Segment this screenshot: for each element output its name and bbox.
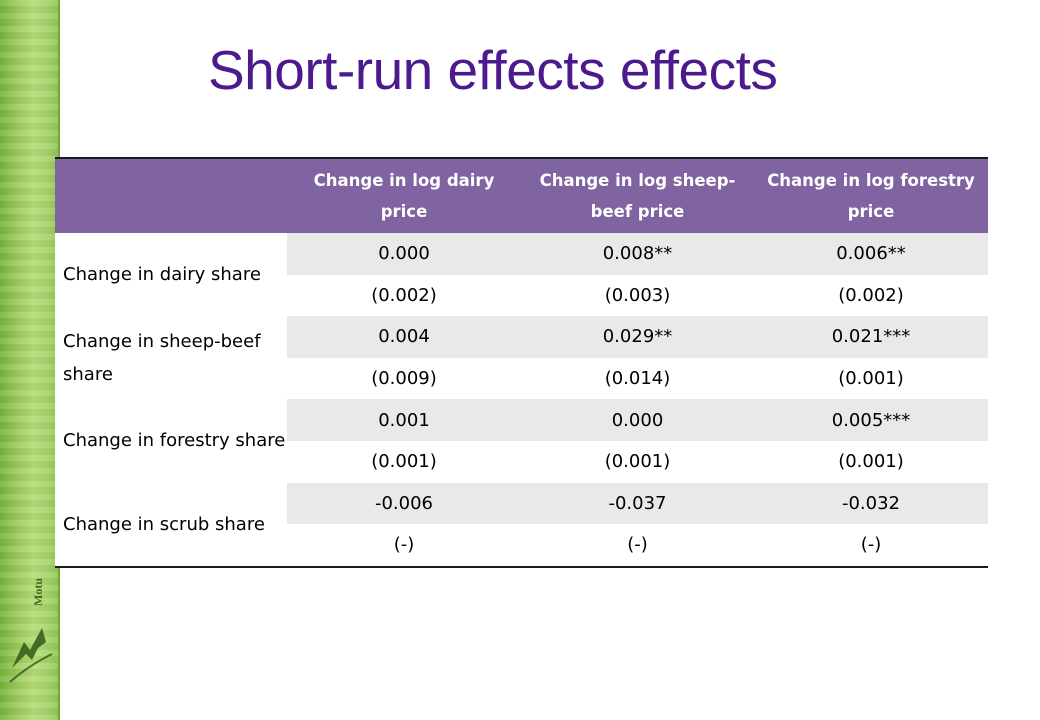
motu-logo: Motu xyxy=(9,578,53,683)
row-label-scrub-share: Change in scrub share xyxy=(55,482,287,568)
column-header-forestry-price: Change in log forestry price xyxy=(754,157,988,233)
table-cell: -0.006 xyxy=(287,482,521,525)
header-corner-cell xyxy=(55,157,287,233)
decorative-side-strip: Motu xyxy=(0,0,60,720)
slide-title: Short-run effects effects xyxy=(208,39,778,101)
table-cell: (0.002) xyxy=(754,274,988,317)
table-cell: (0.003) xyxy=(521,274,754,317)
motu-logo-mountain xyxy=(12,628,46,668)
table-cell: (0.001) xyxy=(521,440,754,483)
table-cell: (0.009) xyxy=(287,357,521,400)
table-cell: -0.037 xyxy=(521,482,754,525)
table-cell: (-) xyxy=(754,524,988,568)
table-cell: (0.001) xyxy=(754,440,988,483)
table-cell: -0.032 xyxy=(754,482,988,525)
table-row-sheep-beef-std-errors: (0.009) (0.014) (0.001) xyxy=(55,357,988,400)
column-header-dairy-price: Change in log dairy price xyxy=(287,157,521,233)
table-row-forestry-std-errors: (0.001) (0.001) (0.001) xyxy=(55,440,988,483)
row-label-dairy-share: Change in dairy share xyxy=(55,233,287,317)
motu-logo-swoosh xyxy=(9,653,53,683)
table-cell: 0.008** xyxy=(521,233,754,275)
table-cell: 0.000 xyxy=(521,399,754,441)
table-cell: 0.000 xyxy=(287,233,521,275)
table-cell: (0.014) xyxy=(521,357,754,400)
table-cell: (0.001) xyxy=(754,357,988,400)
column-header-sheep-beef-price: Change in log sheep-beef price xyxy=(521,157,754,233)
table-cell: (0.002) xyxy=(287,274,521,317)
table-cell: (-) xyxy=(521,524,754,568)
table-row-dairy-std-errors: (0.002) (0.003) (0.002) xyxy=(55,274,988,317)
row-label-forestry-share: Change in forestry share xyxy=(55,399,287,483)
table-header-row: Change in log dairy price Change in log … xyxy=(55,157,988,233)
table-row-dairy-estimates: Change in dairy share 0.000 0.008** 0.00… xyxy=(55,233,988,317)
table-row-sheep-beef-estimates: Change in sheep-beef share 0.004 0.029**… xyxy=(55,316,988,400)
table-cell: 0.029** xyxy=(521,316,754,358)
table-cell: 0.004 xyxy=(287,316,521,358)
table-row-scrub-std-errors: (-) (-) (-) xyxy=(55,524,988,568)
table-cell: 0.005*** xyxy=(754,399,988,441)
regression-results-table: Change in log dairy price Change in log … xyxy=(55,157,988,568)
table-cell: 0.001 xyxy=(287,399,521,441)
table-cell: 0.006** xyxy=(754,233,988,275)
table-cell: (0.001) xyxy=(287,440,521,483)
table-cell: (-) xyxy=(287,524,521,568)
row-label-sheep-beef-share: Change in sheep-beef share xyxy=(55,316,287,400)
table-row-scrub-estimates: Change in scrub share -0.006 -0.037 -0.0… xyxy=(55,482,988,568)
motu-logo-text: Motu xyxy=(31,578,45,606)
table-row-forestry-estimates: Change in forestry share 0.001 0.000 0.0… xyxy=(55,399,988,483)
table-cell: 0.021*** xyxy=(754,316,988,358)
